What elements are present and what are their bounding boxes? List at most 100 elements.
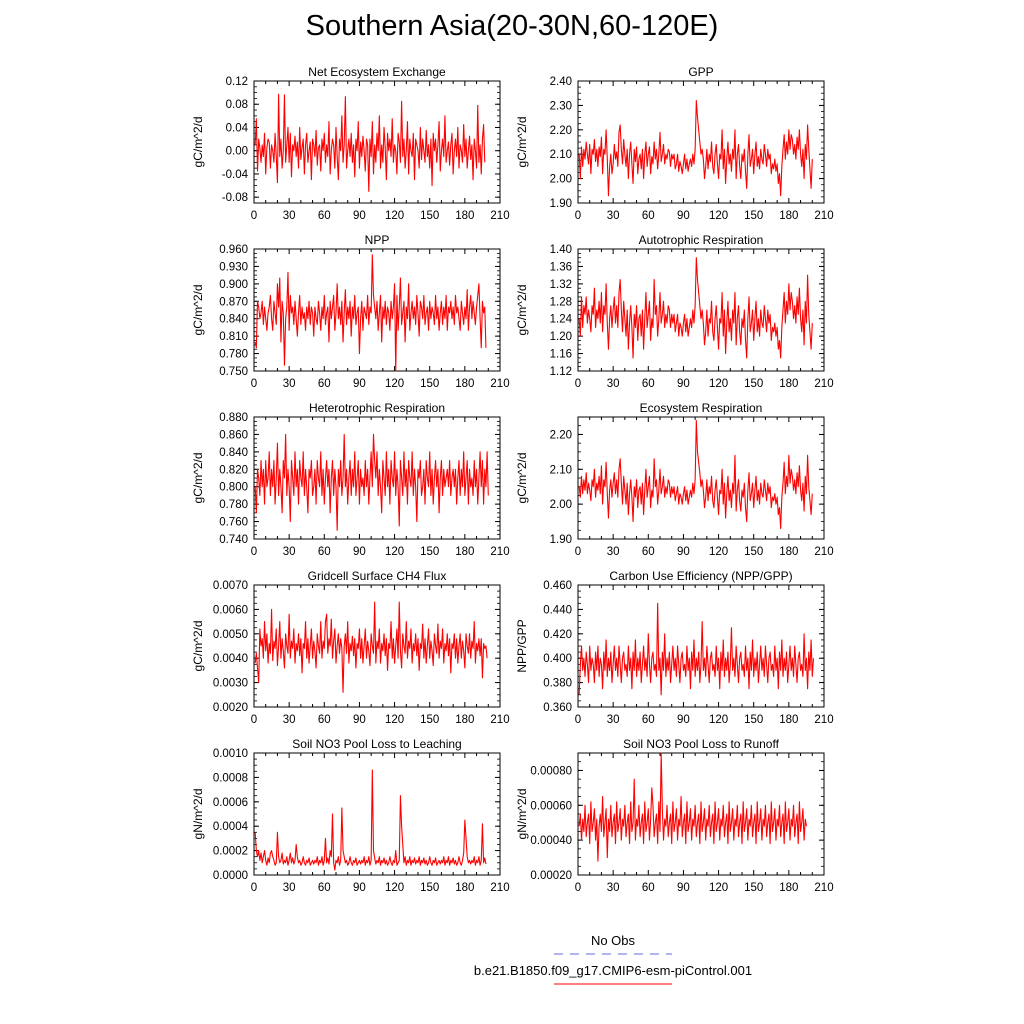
x-tick-label: 0 [575,714,581,726]
x-tick-label: 150 [420,882,439,894]
y-tick-label: 0.0050 [213,629,248,641]
y-tick-label: 0.840 [219,314,248,326]
y-tick-label: 0.12 [226,76,248,88]
plot-frame [577,80,825,204]
x-tick-label: 180 [779,714,798,726]
y-tick-label: 1.16 [550,349,572,361]
x-tick-label: 180 [455,210,474,222]
y-tick-label: 1.24 [550,314,573,326]
y-tick-label: 0.810 [219,331,248,343]
x-tick-label: 90 [353,546,366,558]
series-line [578,257,813,359]
x-tick-label: 60 [318,714,331,726]
x-tick-label: 210 [490,714,509,726]
series-line [578,602,815,696]
x-tick-label: 60 [318,882,331,894]
x-tick-label: 120 [385,546,404,558]
panel-3: NPP gC/m^2/d 0 30 60 90 120 150 180 210 0.750 0.780… [191,233,510,390]
y-tick-label: 0.08 [226,99,248,111]
x-tick-label: 30 [283,714,296,726]
y-axis-label: gC/m^2/d [515,285,529,336]
x-tick-label: 0 [251,210,257,222]
panel-title: Soil NO3 Pool Loss to Runoff [623,737,780,751]
x-tick-label: 30 [607,378,620,390]
y-tick-label: 0.870 [219,296,248,308]
panel-title: Gridcell Surface CH4 Flux [308,569,447,583]
y-tick-label: 0.00040 [530,835,572,847]
y-axis-label: NPP/GPP [515,619,529,672]
y-tick-label: 2.20 [550,429,572,441]
x-tick-label: 30 [607,882,620,894]
y-tick-label: 2.40 [550,76,572,88]
x-tick-label: 0 [251,882,257,894]
y-tick-label: 1.90 [550,534,572,546]
x-tick-label: 120 [385,378,404,390]
legend: No Obs b.e21.B1850.f09_g17.CMIP6-esm-piC… [440,930,780,995]
y-tick-label: 0.0030 [213,678,248,690]
x-tick-label: 150 [744,546,763,558]
y-tick-label: 0.0008 [213,772,248,784]
x-tick-label: 180 [779,210,798,222]
y-tick-label: 0.0002 [213,846,248,858]
y-tick-label: 1.12 [550,366,572,378]
x-tick-label: 90 [353,714,366,726]
y-axis-label: gN/m^2/d [515,789,529,840]
x-tick-label: 210 [490,546,509,558]
x-tick-label: 210 [490,210,509,222]
panel-title: Soil NO3 Pool Loss to Leaching [292,737,461,751]
x-tick-label: 30 [607,210,620,222]
x-tick-label: 210 [814,546,833,558]
x-tick-label: 180 [455,378,474,390]
x-tick-label: 30 [607,546,620,558]
x-tick-label: 90 [353,882,366,894]
x-tick-label: 150 [744,882,763,894]
panel-4: Autotrophic Respiration gC/m^2/d 0 30 60 90 12… [515,233,834,390]
x-tick-label: 120 [385,714,404,726]
x-tick-label: 120 [709,378,728,390]
y-tick-label: 0.860 [219,429,248,441]
y-tick-label: 0.420 [543,629,572,641]
x-tick-label: 30 [283,882,296,894]
y-tick-label: 0.00020 [530,870,572,882]
x-tick-label: 90 [677,882,690,894]
legend-model-label: b.e21.B1850.f09_g17.CMIP6-esm-piControl.… [474,963,752,978]
series-line [254,433,489,531]
x-tick-label: 0 [575,378,581,390]
figure-title: Southern Asia(20-30N,60-120E) [305,10,719,42]
legend-obs-label: No Obs [591,933,636,948]
x-tick-label: 150 [420,378,439,390]
y-axis-label: gC/m^2/d [515,453,529,504]
panel-title: NPP [365,233,390,247]
legend-graphic: No Obs b.e21.B1850.f09_g17.CMIP6-esm-piC… [474,933,752,985]
panel-7: Gridcell Surface CH4 Flux gC/m^2/d 0 30 60 90… [191,569,510,726]
panel-2: GPP gC/m^2/d 0 30 60 90 120 150 180 210 1.90 2.00 2.… [515,65,834,222]
y-tick-label: 1.90 [550,198,572,210]
y-axis-label: gC/m^2/d [191,285,205,336]
y-tick-label: 0.00080 [530,765,572,777]
y-tick-label: 0.760 [219,517,248,529]
x-tick-label: 30 [283,546,296,558]
y-axis-label: gC/m^2/d [191,453,205,504]
panel-9: Soil NO3 Pool Loss to Leaching gN/m^2/d 0 3… [191,737,510,894]
panel-title: Heterotrophic Respiration [309,401,445,415]
x-tick-label: 0 [575,546,581,558]
x-tick-label: 210 [814,882,833,894]
y-tick-label: 0.460 [543,580,572,592]
x-tick-label: 90 [353,210,366,222]
x-tick-label: 0 [251,546,257,558]
y-tick-label: 1.36 [550,261,572,273]
x-tick-label: 60 [642,714,655,726]
plot-frame [253,80,501,204]
series-line [578,99,813,197]
y-tick-label: 2.10 [550,464,572,476]
x-tick-label: 60 [318,210,331,222]
x-tick-label: 180 [455,714,474,726]
y-tick-label: 0.0000 [213,870,248,882]
x-tick-label: 60 [642,210,655,222]
y-tick-label: 0.900 [219,279,248,291]
x-tick-label: 210 [490,378,509,390]
series-line [578,752,807,862]
panel-6: Ecosystem Respiration gC/m^2/d 0 30 60 90 120 1… [515,401,834,558]
y-tick-label: 0.00 [226,146,248,158]
